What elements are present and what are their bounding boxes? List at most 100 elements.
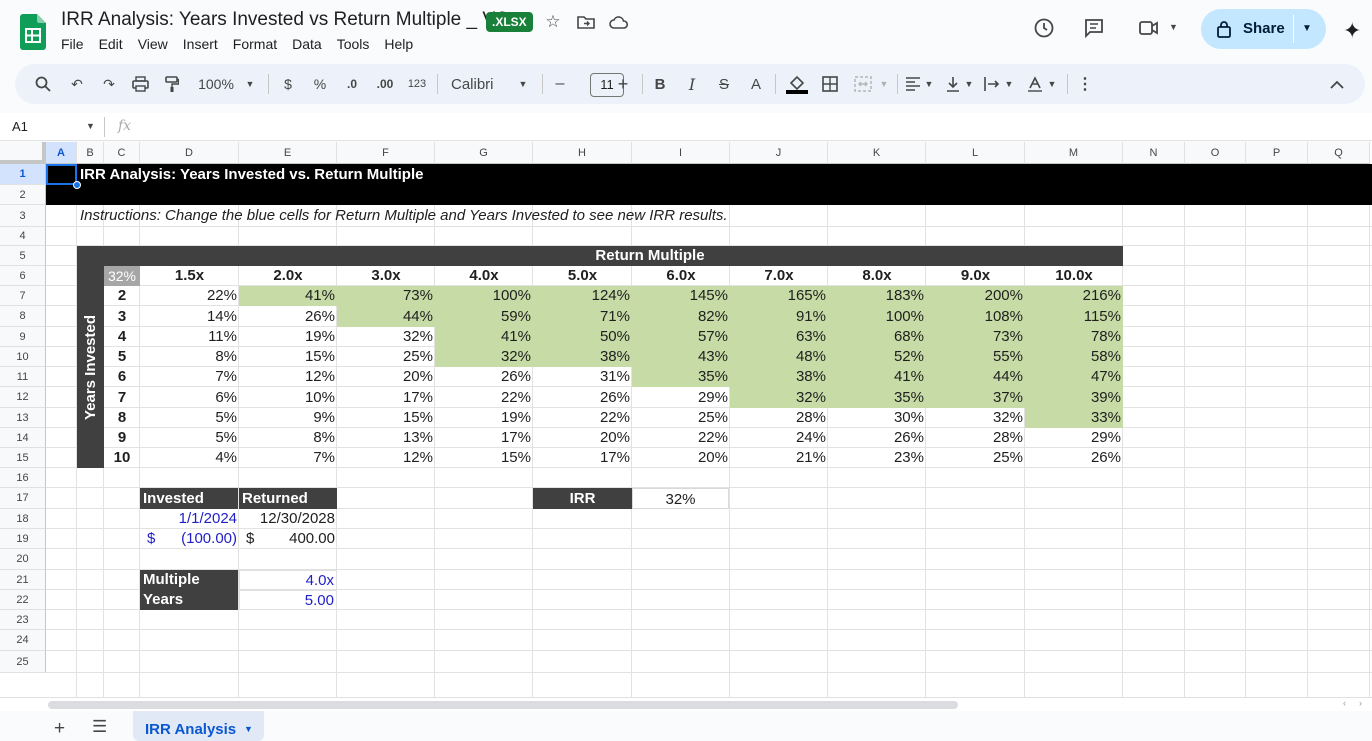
row-header-24[interactable]: 24 [0, 630, 46, 651]
format-percent-button[interactable]: % [313, 76, 327, 92]
irr-cell[interactable]: 22% [500, 389, 531, 406]
irr-cell[interactable]: 15% [500, 449, 531, 466]
irr-cell[interactable]: 28% [795, 409, 826, 426]
move-folder-icon[interactable] [574, 10, 598, 34]
row-header-5[interactable]: 5 [0, 246, 46, 266]
irr-cell[interactable]: 73% [337, 286, 435, 306]
sheet-title[interactable]: IRR Analysis: Years Invested vs. Return … [80, 166, 424, 183]
meet-caret-icon[interactable]: ▼ [1169, 22, 1178, 32]
selected-cell-a1[interactable] [46, 164, 77, 185]
irr-cell[interactable]: 73% [926, 327, 1025, 347]
irr-cell[interactable]: 41% [239, 286, 337, 306]
font-size-input[interactable]: 11 [590, 73, 624, 97]
row-header-1[interactable]: 1 [0, 164, 46, 185]
zoom-select[interactable]: 100% [198, 76, 234, 92]
irr-cell[interactable]: 7% [215, 368, 237, 385]
irr-cell[interactable]: 59% [435, 306, 533, 327]
irr-cell[interactable]: 33% [1025, 408, 1123, 428]
row-header-6[interactable]: 6 [0, 266, 46, 286]
column-header-m[interactable]: M [1025, 142, 1123, 164]
column-header-j[interactable]: J [730, 142, 828, 164]
irr-cell[interactable]: 41% [828, 367, 926, 387]
irr-cell[interactable]: 15% [304, 348, 335, 365]
irr-cell[interactable]: 15% [402, 409, 433, 426]
column-header-g[interactable]: G [435, 142, 533, 164]
column-header-e[interactable]: E [239, 142, 337, 164]
row-header-16[interactable]: 16 [0, 468, 46, 488]
scrollbar-thumb[interactable] [48, 701, 958, 709]
irr-cell[interactable]: 11% [208, 328, 237, 345]
irr-cell[interactable]: 47% [1025, 367, 1123, 387]
irr-cell[interactable]: 7% [313, 449, 335, 466]
share-button[interactable]: Share ▼ [1201, 9, 1326, 49]
irr-cell[interactable]: 68% [828, 327, 926, 347]
irr-cell[interactable]: 31% [599, 368, 630, 385]
irr-value[interactable]: 32% [632, 488, 729, 509]
invested-date[interactable]: 1/1/2024 [178, 510, 237, 527]
multiple-value[interactable]: 4.0x [239, 570, 337, 590]
zoom-caret-icon[interactable]: ▼ [245, 79, 255, 89]
borders-icon[interactable] [821, 74, 839, 94]
row-header-20[interactable]: 20 [0, 549, 46, 570]
irr-cell[interactable]: 22% [697, 429, 728, 446]
irr-cell[interactable]: 216% [1025, 286, 1123, 306]
row-header-11[interactable]: 11 [0, 367, 46, 387]
text-wrapping-icon[interactable] [983, 74, 1001, 94]
column-header-d[interactable]: D [140, 142, 239, 164]
bold-button[interactable]: B [654, 75, 666, 93]
horizontal-scrollbar[interactable]: ‹ › [0, 697, 1372, 711]
row-header-18[interactable]: 18 [0, 509, 46, 529]
menu-file[interactable]: File [61, 36, 84, 52]
menu-edit[interactable]: Edit [98, 36, 123, 52]
irr-cell[interactable]: 25% [992, 449, 1023, 466]
sheet-tab-irr-analysis[interactable]: IRR Analysis ▼ [133, 711, 264, 741]
column-header-p[interactable]: P [1246, 142, 1308, 164]
row-header-25[interactable]: 25 [0, 651, 46, 673]
increase-font-size-button[interactable]: + [617, 73, 629, 94]
menu-data[interactable]: Data [292, 36, 322, 52]
menu-tools[interactable]: Tools [336, 36, 370, 52]
print-icon[interactable] [130, 74, 150, 94]
vertical-align-icon[interactable] [944, 74, 962, 94]
irr-cell[interactable]: 22% [599, 409, 630, 426]
row-header-3[interactable]: 3 [0, 205, 46, 227]
menu-help[interactable]: Help [384, 36, 414, 52]
all-sheets-icon[interactable]: ☰ [92, 717, 108, 736]
irr-cell[interactable]: 35% [828, 387, 926, 408]
row-header-23[interactable]: 23 [0, 610, 46, 630]
row-header-17[interactable]: 17 [0, 488, 46, 509]
star-icon[interactable]: ☆ [545, 12, 561, 31]
row-header-13[interactable]: 13 [0, 408, 46, 428]
version-history-icon[interactable] [1030, 14, 1058, 42]
irr-cell[interactable]: 22% [206, 287, 237, 304]
decrease-font-size-button[interactable]: – [555, 75, 565, 92]
italic-button[interactable]: I [688, 74, 696, 94]
halign-caret-icon[interactable]: ▼ [924, 79, 934, 89]
irr-cell[interactable]: 14% [206, 308, 237, 325]
irr-cell[interactable]: 44% [337, 306, 435, 327]
more-formats-button[interactable]: 123 [407, 78, 427, 90]
irr-cell[interactable]: 41% [435, 327, 533, 347]
column-header-o[interactable]: O [1185, 142, 1246, 164]
irr-cell[interactable]: 26% [599, 389, 630, 406]
column-header-f[interactable]: F [337, 142, 435, 164]
row-header-15[interactable]: 15 [0, 448, 46, 468]
invested-amount[interactable]: (100.00) [181, 530, 237, 547]
irr-cell[interactable]: 35% [632, 367, 730, 387]
irr-cell[interactable]: 19% [500, 409, 531, 426]
paint-format-icon[interactable] [162, 74, 182, 94]
row-header-19[interactable]: 19 [0, 529, 46, 549]
horizontal-align-icon[interactable] [904, 74, 922, 94]
column-header-q[interactable]: Q [1308, 142, 1370, 164]
row-header-8[interactable]: 8 [0, 306, 46, 327]
irr-cell[interactable]: 37% [926, 387, 1025, 408]
column-header-b[interactable]: B [77, 142, 104, 164]
irr-cell[interactable]: 71% [533, 306, 632, 327]
irr-cell[interactable]: 115% [1025, 306, 1123, 327]
valign-caret-icon[interactable]: ▼ [964, 79, 974, 89]
redo-icon[interactable]: ↷ [103, 75, 115, 92]
row-header-22[interactable]: 22 [0, 590, 46, 610]
name-box-caret-icon[interactable]: ▼ [86, 121, 95, 131]
irr-cell[interactable]: 10% [304, 389, 335, 406]
irr-cell[interactable]: 29% [697, 389, 728, 406]
